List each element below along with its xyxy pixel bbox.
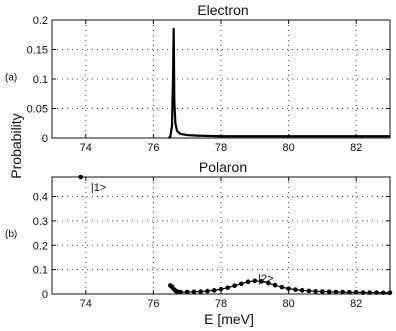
polaron-data-point (205, 288, 210, 294)
electron-y-tick-label: 0.1 (33, 74, 48, 86)
electron-x-tick-label: 80 (282, 142, 294, 154)
polaron-data-point (272, 282, 278, 288)
polaron-data-point (252, 278, 258, 284)
polaron-state-annotation: |2> (258, 273, 273, 285)
polaron-data-point (293, 287, 298, 292)
electron-y-tick-label: 0.15 (27, 45, 48, 57)
polaron-data-point (333, 289, 339, 295)
electron-x-tick-label: 76 (147, 142, 159, 154)
polaron-x-tick-label: 74 (80, 298, 92, 310)
polaron-data-point (347, 289, 352, 295)
polaron-data-point (178, 289, 183, 295)
polaron-y-tick-label: 0.3 (33, 216, 48, 228)
polaron-data-point (286, 286, 291, 291)
polaron-y-tick-label: 0.2 (33, 240, 48, 252)
polaron-data-point (360, 290, 366, 295)
polaron-data-point (367, 290, 373, 295)
polaron-data-point (374, 290, 379, 295)
polaron-y-tick-label: 0.4 (33, 192, 48, 204)
polaron-data-point (218, 286, 224, 292)
electron-y-tick-label: 0 (42, 133, 48, 145)
electron-y-tick-label: 0.2 (33, 15, 48, 27)
polaron-data-point (78, 174, 84, 180)
polaron-data-point (353, 289, 359, 295)
polaron-y-tick-label: 0.1 (33, 265, 48, 277)
polaron-data-point (306, 288, 312, 294)
polaron-x-tick-label: 76 (147, 298, 159, 310)
x-axis-label: E [meV] (204, 311, 254, 327)
electron-y-tick-label: 0.05 (27, 104, 48, 116)
electron-panel-title: Electron (197, 2, 248, 18)
polaron-data-point (266, 280, 271, 286)
polaron-data-point (198, 289, 204, 294)
polaron-y-tick-label: 0 (42, 289, 48, 301)
y-axis-label: Probability (8, 113, 24, 178)
polaron-data-point (320, 289, 325, 294)
polaron-data-point (211, 288, 217, 293)
polaron-data-point (232, 283, 237, 289)
polaron-axes-frame (51, 176, 391, 295)
polaron-data-point (184, 289, 190, 295)
polaron-x-tick-label: 78 (215, 298, 227, 310)
polaron-data-point (299, 288, 305, 293)
electron-panel-tag: (a) (5, 73, 17, 84)
electron-x-tick-label: 82 (350, 142, 362, 154)
polaron-panel: 74 76 78 80 82 0 0.1 0.2 0.3 0.4 Polaron (b) E [meV]… (5, 159, 393, 327)
polaron-data-point (174, 289, 180, 294)
polaron-data-point (279, 284, 285, 290)
polaron-data-point (259, 279, 264, 284)
polaron-state-annotation: |1> (91, 182, 106, 194)
polaron-data-point (313, 289, 318, 294)
electron-panel: 74 76 78 80 82 0 0.05 0.1 0.15 0.2 Electron (a) (5, 2, 391, 154)
polaron-data-point (326, 289, 332, 295)
polaron-panel-title: Polaron (199, 159, 247, 175)
polaron-x-tick-label: 80 (282, 298, 294, 310)
polaron-data-point (225, 285, 231, 290)
polaron-data-point (380, 290, 386, 296)
polaron-x-tick-label: 82 (350, 298, 362, 310)
electron-series-line (167, 27, 390, 139)
polaron-data-point (340, 289, 345, 295)
polaron-data-point (245, 279, 251, 285)
polaron-panel-tag: (b) (5, 229, 17, 240)
polaron-data-point (387, 290, 393, 296)
electron-x-tick-label: 74 (80, 142, 92, 154)
polaron-data-point (191, 289, 197, 295)
polaron-data-point (238, 281, 244, 287)
electron-x-tick-label: 78 (215, 142, 227, 154)
